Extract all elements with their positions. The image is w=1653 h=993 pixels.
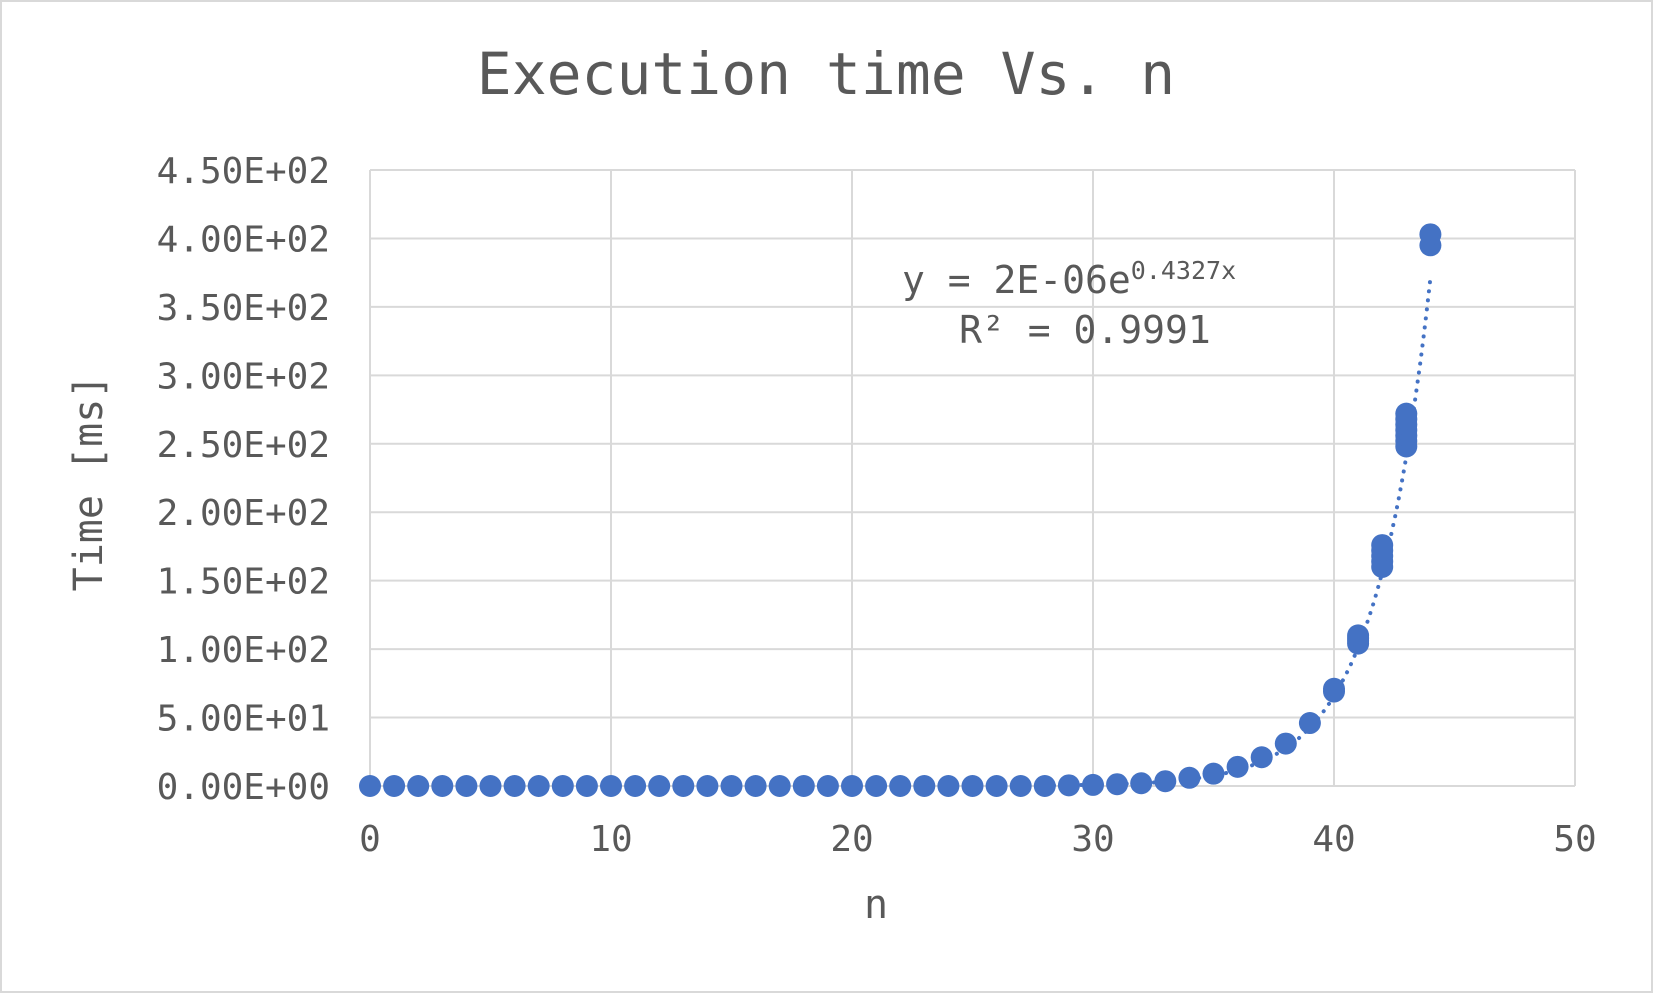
data-point <box>768 775 791 797</box>
x-axis-ticks: 0 10 20 30 40 50 <box>359 819 1597 860</box>
data-point <box>1009 775 1032 797</box>
y-tick-label: 3.00E+02 <box>157 356 330 397</box>
x-tick-label: 10 <box>589 819 632 860</box>
x-tick-label: 50 <box>1553 819 1596 860</box>
data-point <box>479 775 502 797</box>
data-point <box>455 775 478 797</box>
data-point <box>985 775 1008 797</box>
trendline-path <box>1042 276 1433 788</box>
x-tick-label: 40 <box>1312 819 1355 860</box>
data-point <box>1033 775 1056 797</box>
data-point <box>1250 746 1273 769</box>
gridlines <box>369 169 1576 787</box>
chart-title: Execution time Vs. n <box>477 40 1175 108</box>
y-tick-label: 2.50E+02 <box>157 425 330 466</box>
data-points <box>359 223 1442 797</box>
data-point <box>383 775 406 797</box>
data-point <box>913 775 936 797</box>
x-tick-label: 30 <box>1071 819 1114 860</box>
data-point <box>1347 624 1370 647</box>
data-point <box>937 775 960 797</box>
data-point <box>1082 773 1104 796</box>
data-point <box>407 775 430 797</box>
data-point <box>816 775 839 797</box>
data-point <box>672 775 695 797</box>
data-point <box>841 775 863 797</box>
y-tick-label: 0.00E+00 <box>157 767 330 808</box>
data-point <box>1202 762 1225 785</box>
data-point <box>889 775 912 797</box>
x-tick-label: 0 <box>359 819 381 860</box>
trendline-equation: y = 2E-06e0.4327x <box>902 256 1236 302</box>
y-axis-label: Time [ms] <box>66 375 112 592</box>
data-point <box>792 775 815 797</box>
trendline-r-squared: R² = 0.9991 <box>959 308 1211 352</box>
x-tick-label: 20 <box>830 819 873 860</box>
data-point <box>1057 774 1080 797</box>
data-point <box>696 775 719 797</box>
data-point <box>720 775 743 797</box>
data-point <box>575 775 598 797</box>
data-point <box>1371 534 1394 557</box>
data-point <box>1226 755 1249 778</box>
data-point <box>865 775 888 797</box>
data-point <box>1298 712 1321 735</box>
data-point <box>551 775 574 797</box>
data-point <box>1419 223 1442 246</box>
data-point <box>1178 766 1201 789</box>
data-point <box>744 775 767 797</box>
data-point <box>527 775 550 797</box>
data-point <box>600 775 622 797</box>
y-tick-label: 2.00E+02 <box>157 493 330 534</box>
data-point <box>1130 772 1153 795</box>
y-tick-label: 1.00E+02 <box>157 630 330 671</box>
data-point <box>624 775 647 797</box>
y-tick-label: 5.00E+01 <box>157 699 330 740</box>
data-point <box>1323 677 1345 700</box>
trendline-equation-base: y = 2E-06e <box>902 258 1131 302</box>
trendline-equation-exponent: 0.4327x <box>1131 256 1236 285</box>
y-tick-label: 1.50E+02 <box>157 562 330 603</box>
data-point <box>1395 402 1418 425</box>
y-tick-label: 3.50E+02 <box>157 288 330 329</box>
y-tick-label: 4.50E+02 <box>157 151 330 192</box>
y-tick-label: 4.00E+02 <box>157 219 330 260</box>
data-point <box>431 775 454 797</box>
data-point <box>1274 732 1297 755</box>
trendline <box>1042 276 1433 788</box>
data-point <box>359 775 381 797</box>
data-point <box>648 775 671 797</box>
data-point <box>1154 770 1177 793</box>
y-axis-ticks: 0.00E+00 5.00E+01 1.00E+02 1.50E+02 2.00E+02… <box>157 151 330 808</box>
data-point <box>961 775 984 797</box>
x-axis-label: n <box>864 882 888 928</box>
data-point <box>503 775 526 797</box>
data-point <box>1106 773 1129 796</box>
